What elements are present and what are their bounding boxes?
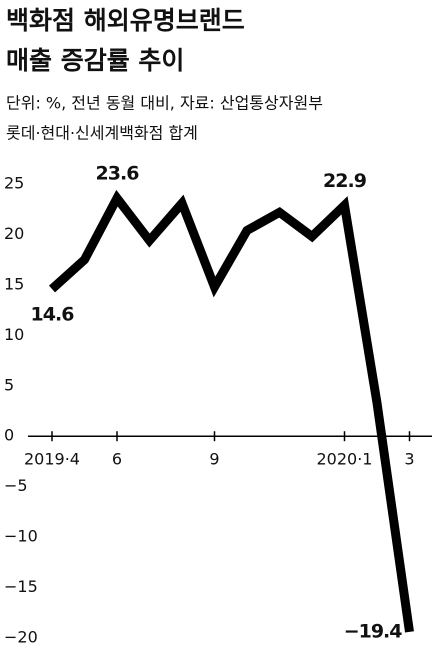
x-tick-label: 9	[209, 450, 219, 469]
value-label: −19.4	[344, 620, 403, 642]
y-tick-label: 5	[4, 375, 14, 394]
x-tick-label: 6	[112, 450, 122, 469]
line	[48, 189, 414, 633]
y-tick-label: 25	[4, 174, 24, 193]
y-tick-label: −5	[4, 476, 28, 495]
value-label: 14.6	[31, 303, 75, 325]
y-tick-label: 10	[4, 325, 24, 344]
value-label: 23.6	[96, 163, 140, 185]
y-tick-label: 15	[4, 274, 24, 293]
chart-subtitle: 단위: %, 전년 동월 대비, 자료: 산업통상자원부	[6, 94, 323, 113]
y-tick-label: 0	[4, 426, 14, 445]
y-tick-label: −20	[4, 627, 38, 646]
chart-title: 매출 증감률 추이	[6, 46, 184, 75]
chart-subtitle: 롯데·현대·신세계백화점 합계	[6, 124, 198, 143]
chart-title: 백화점 해외유명브랜드	[6, 6, 245, 35]
y-tick-label: −15	[4, 577, 38, 596]
y-tick-label: −10	[4, 527, 38, 546]
x-tick-label: 3	[404, 450, 414, 469]
x-tick-label: 2020·1	[317, 450, 373, 469]
value-label: 22.9	[323, 170, 366, 192]
x-tick-label: 2019·4	[24, 450, 80, 469]
y-tick-label: 20	[4, 224, 24, 243]
